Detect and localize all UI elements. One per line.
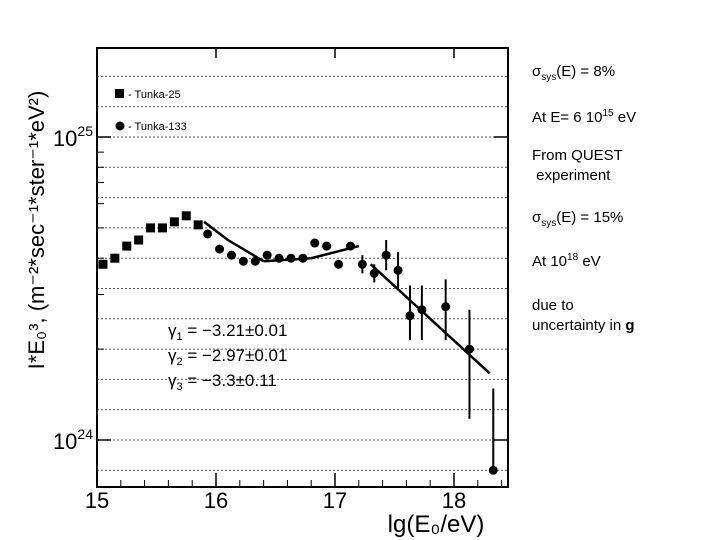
plot-frame <box>96 47 509 488</box>
fit-line-gamma1 <box>203 220 265 263</box>
data-point-tunka-133 <box>381 250 391 260</box>
data-point-tunka-133 <box>310 238 320 248</box>
data-point-tunka-133 <box>286 253 296 263</box>
note-energy-1e18: At 1018 eV <box>532 252 601 271</box>
data-point-tunka-133 <box>322 241 332 251</box>
legend-label-tunka-133: - Tunka-133 <box>128 121 187 133</box>
note-sigma-15: σsys(E) = 15% <box>532 209 624 229</box>
y-axis-label: I*E₀³, (m⁻²*sec⁻¹*ster⁻¹*eV²) <box>24 91 49 370</box>
data-point-tunka-25 <box>193 220 203 230</box>
note-quest-line1: From QUEST <box>532 147 623 164</box>
data-point-tunka-133 <box>238 256 248 266</box>
fit-label-gamma3: γ3 = −3.3±0.11 <box>168 371 277 393</box>
data-point-tunka-133 <box>405 311 415 321</box>
data-point-tunka-25 <box>146 223 156 233</box>
data-point-tunka-25 <box>181 211 191 221</box>
data-point-tunka-133 <box>215 244 225 254</box>
legend: - Tunka-25 - Tunka-133 <box>115 89 187 133</box>
data-point-tunka-133 <box>369 268 379 278</box>
data-point-tunka-133 <box>250 256 260 266</box>
data-point-tunka-133 <box>274 253 284 263</box>
note-due-to: due to <box>532 297 574 314</box>
data-point-tunka-133 <box>417 305 427 315</box>
data-point-tunka-25 <box>110 253 120 263</box>
data-point-tunka-133 <box>203 229 213 239</box>
data-point-tunka-133 <box>464 344 474 354</box>
fit-line-gamma3 <box>369 263 491 375</box>
legend-circle-icon <box>115 121 125 131</box>
x-tick-label: 15 <box>85 488 109 513</box>
y-tick-label: 1024 <box>53 426 93 454</box>
y-axis-ticks: 1024 1025 <box>53 123 508 454</box>
fit-label-gamma1: γ1 = −3.21±0.01 <box>168 321 287 343</box>
data-point-tunka-25 <box>157 223 167 233</box>
data-point-tunka-25 <box>98 259 108 269</box>
x-tick-label: 17 <box>323 488 347 513</box>
legend-square-icon <box>115 89 124 98</box>
data-point-tunka-25 <box>134 235 144 245</box>
fit-labels: γ1 = −3.21±0.01 γ2 = −2.97±0.01 γ3 = −3.3±… <box>168 321 287 393</box>
data-point-tunka-25 <box>122 241 132 251</box>
note-uncertainty: uncertainty in g <box>532 317 635 334</box>
x-tick-label: 16 <box>204 488 228 513</box>
y-tick-label: 1025 <box>53 123 93 151</box>
note-energy-6e15: At E= 6 1015 eV <box>532 108 637 127</box>
data-point-tunka-133 <box>393 265 403 275</box>
note-sigma-8: σsys(E) = 8% <box>532 63 616 83</box>
x-axis-ticks: 15 16 17 18 <box>85 48 503 513</box>
data-point-tunka-133 <box>357 259 367 269</box>
legend-label-tunka-25: - Tunka-25 <box>128 89 181 101</box>
data-point-tunka-133 <box>298 253 308 263</box>
fit-label-gamma2: γ2 = −2.97±0.01 <box>168 346 287 368</box>
data-point-tunka-133 <box>441 302 451 312</box>
note-quest-line2: experiment <box>532 167 611 184</box>
data-point-tunka-133 <box>226 250 236 260</box>
gridlines <box>97 75 508 471</box>
data-markers <box>98 211 498 475</box>
x-tick-label: 18 <box>442 488 466 513</box>
data-point-tunka-133 <box>488 465 498 475</box>
data-point-tunka-133 <box>345 241 355 251</box>
data-point-tunka-133 <box>334 259 344 269</box>
data-point-tunka-25 <box>169 217 179 227</box>
x-axis-label: lg(E₀/eV) <box>388 511 485 538</box>
data-point-tunka-133 <box>262 250 272 260</box>
